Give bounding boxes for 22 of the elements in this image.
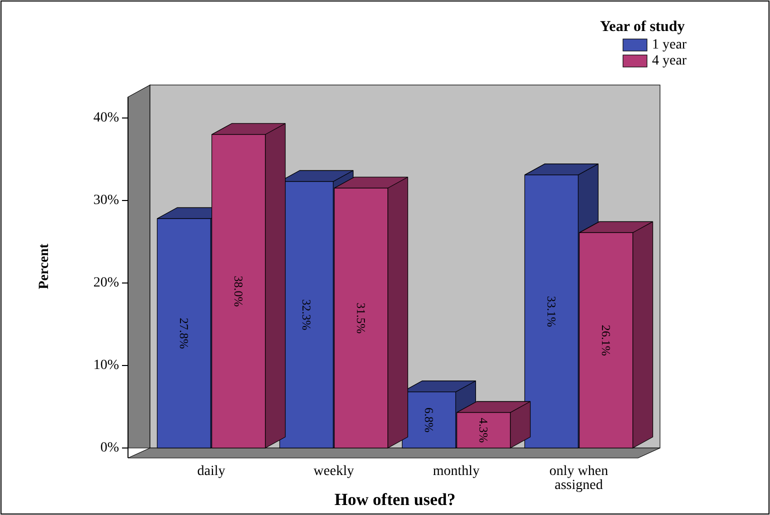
data-label: 27.8% [176,318,191,349]
data-label: 31.5% [354,302,368,334]
x-tick-label: only when assigned [549,464,608,493]
data-label: 32.3% [299,299,314,330]
data-label: 4.3% [476,418,491,443]
x-axis-title: How often used? [334,490,456,509]
y-tick-label: 40% [93,110,120,126]
x-tick-label: monthly [432,464,480,479]
y-tick-label: 0% [100,440,120,456]
x-tick-label: weekly [314,464,354,479]
data-label: 33.1% [544,296,558,327]
y-tick-label: 30% [93,193,120,208]
data-label: 6.8% [422,407,436,432]
legend-title: Year of study [600,19,686,35]
y-tick-label: 20% [93,276,120,290]
y-tick-label: 10% [93,358,120,373]
x-tick-label: daily [197,464,226,479]
y-axis-title: Percent [37,243,52,290]
data-label: 38.0% [232,276,246,307]
data-label: 26.1% [599,324,614,356]
legend-label: 1 year [652,38,687,52]
legend-label: 4 year [652,54,687,68]
